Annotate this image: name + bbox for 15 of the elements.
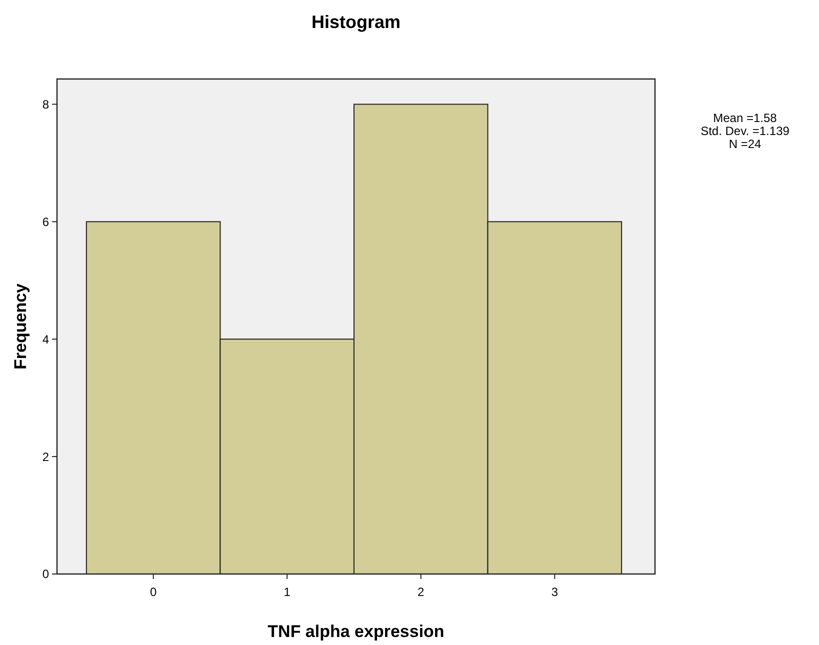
chart-title: Histogram (311, 12, 401, 32)
x-tick-label: 0 (150, 585, 157, 599)
y-tick-label: 4 (42, 332, 50, 346)
text: Std. Dev. =1.139 (700, 124, 790, 138)
text: Mean =1.58 (713, 111, 778, 125)
x-tick-label: 2 (418, 585, 425, 599)
y-tick-label: 6 (42, 214, 50, 229)
y-tick-label: 2 (42, 450, 50, 464)
x-tick-label: 1 (284, 585, 291, 599)
text: N =24 (728, 137, 762, 151)
y-tick-label: 0 (42, 567, 50, 582)
x-axis-title: TNF alpha expression (268, 622, 444, 641)
x-tick-label: 3 (551, 585, 558, 599)
y-tick-label: 8 (42, 97, 50, 112)
y-axis-title: Frequency (11, 282, 30, 370)
